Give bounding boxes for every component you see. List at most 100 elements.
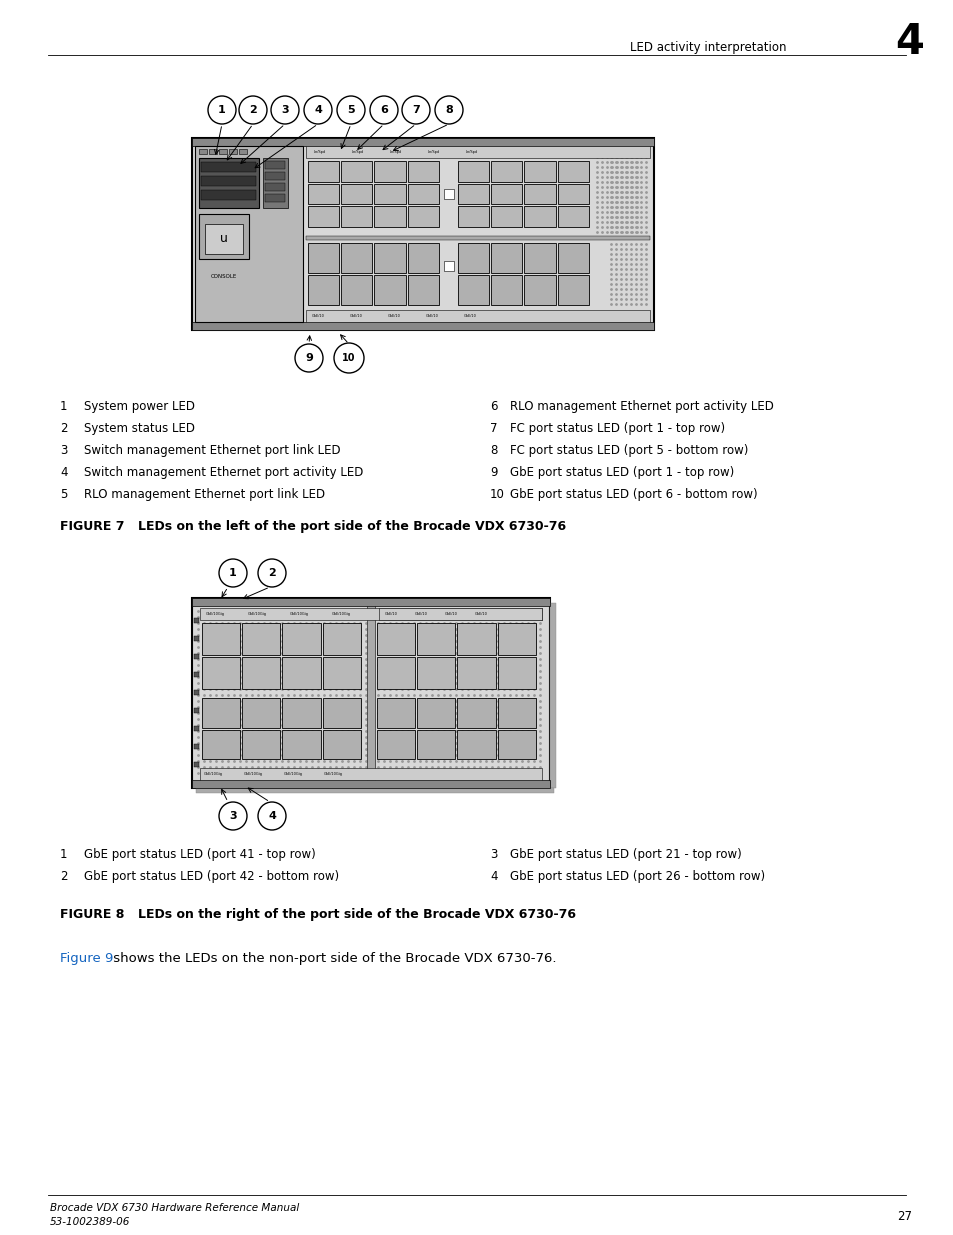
Circle shape <box>239 96 267 124</box>
Text: GbE port status LED (port 26 - bottom row): GbE port status LED (port 26 - bottom ro… <box>510 869 764 883</box>
Circle shape <box>294 345 323 372</box>
Bar <box>322 622 360 655</box>
Text: GbE/10Gig: GbE/10Gig <box>284 772 302 776</box>
Bar <box>265 183 285 191</box>
Bar <box>375 206 405 227</box>
Bar <box>367 606 375 781</box>
Text: 3: 3 <box>490 848 497 861</box>
Circle shape <box>257 559 286 587</box>
Text: GbE port status LED (port 1 - top row): GbE port status LED (port 1 - top row) <box>510 466 734 479</box>
Bar <box>193 655 199 659</box>
Bar <box>192 598 550 788</box>
Bar <box>229 149 236 154</box>
Bar <box>193 743 199 748</box>
Bar <box>202 698 240 727</box>
Bar <box>265 172 285 180</box>
Bar <box>199 158 258 207</box>
Bar <box>558 161 588 182</box>
Bar <box>457 206 489 227</box>
Bar <box>550 603 556 788</box>
Text: 2: 2 <box>60 422 68 435</box>
Text: GbE/10: GbE/10 <box>475 613 487 616</box>
Bar <box>524 184 556 204</box>
Bar <box>407 275 438 305</box>
Bar <box>457 622 496 655</box>
Bar <box>558 243 588 273</box>
Bar <box>341 243 372 273</box>
Text: GbE/10Gig: GbE/10Gig <box>206 613 225 616</box>
Bar <box>202 657 240 689</box>
Text: LED activity interpretation: LED activity interpretation <box>629 42 785 54</box>
Bar <box>457 161 489 182</box>
Bar <box>491 275 522 305</box>
Bar <box>443 261 454 270</box>
Bar <box>416 698 455 727</box>
Text: GbE port status LED (port 21 - top row): GbE port status LED (port 21 - top row) <box>510 848 741 861</box>
Text: 4: 4 <box>490 869 497 883</box>
Text: GbE/10: GbE/10 <box>426 314 438 317</box>
Bar <box>193 708 199 713</box>
Bar <box>376 730 415 760</box>
Bar <box>375 161 405 182</box>
Text: 27: 27 <box>897 1210 911 1223</box>
Bar <box>376 698 415 727</box>
Bar <box>199 149 207 154</box>
Bar <box>491 243 522 273</box>
Text: Ln/Spd: Ln/Spd <box>428 149 439 154</box>
Bar <box>308 243 339 273</box>
Text: GbE/10Gig: GbE/10Gig <box>204 772 223 776</box>
Bar <box>416 657 455 689</box>
Text: GbE/10: GbE/10 <box>350 314 362 317</box>
Bar <box>205 224 243 254</box>
Bar <box>193 762 199 767</box>
Bar <box>497 698 536 727</box>
Bar <box>308 184 339 204</box>
Text: Figure 9: Figure 9 <box>60 952 113 965</box>
Bar <box>193 690 199 695</box>
Text: u: u <box>220 232 228 246</box>
Text: System power LED: System power LED <box>84 400 194 412</box>
Bar <box>341 184 372 204</box>
Text: GbE/10: GbE/10 <box>388 314 400 317</box>
Bar <box>322 730 360 760</box>
Bar <box>457 184 489 204</box>
Bar <box>202 730 240 760</box>
Bar <box>242 622 280 655</box>
Bar <box>194 146 303 322</box>
Bar <box>375 184 405 204</box>
Bar <box>558 275 588 305</box>
Bar <box>192 781 550 788</box>
Circle shape <box>219 802 247 830</box>
Text: Ln/Spd: Ln/Spd <box>465 149 477 154</box>
Bar <box>497 730 536 760</box>
Bar <box>457 730 496 760</box>
Text: 9: 9 <box>305 353 313 363</box>
Bar <box>375 275 405 305</box>
Bar <box>306 146 649 158</box>
Text: 7: 7 <box>412 105 419 115</box>
Text: GbE/10Gig: GbE/10Gig <box>332 613 351 616</box>
Bar <box>558 184 588 204</box>
Bar <box>308 275 339 305</box>
Circle shape <box>271 96 298 124</box>
Bar <box>201 177 255 186</box>
Text: FIGURE 8: FIGURE 8 <box>60 908 124 921</box>
Text: 6: 6 <box>490 400 497 412</box>
Text: LEDs on the right of the port side of the Brocade VDX 6730-76: LEDs on the right of the port side of th… <box>138 908 576 921</box>
Bar <box>263 158 288 207</box>
Bar <box>524 243 556 273</box>
Text: Ln/Spd: Ln/Spd <box>314 149 326 154</box>
Text: Switch management Ethernet port activity LED: Switch management Ethernet port activity… <box>84 466 363 479</box>
Text: 4: 4 <box>314 105 321 115</box>
Bar <box>416 622 455 655</box>
Bar <box>306 236 649 240</box>
Text: 1: 1 <box>60 848 68 861</box>
Text: GbE/10: GbE/10 <box>415 613 428 616</box>
Bar <box>491 206 522 227</box>
Text: 1: 1 <box>229 568 236 578</box>
Bar <box>265 194 285 203</box>
Bar <box>322 698 360 727</box>
Bar <box>457 698 496 727</box>
Bar <box>322 657 360 689</box>
Bar <box>195 788 554 793</box>
